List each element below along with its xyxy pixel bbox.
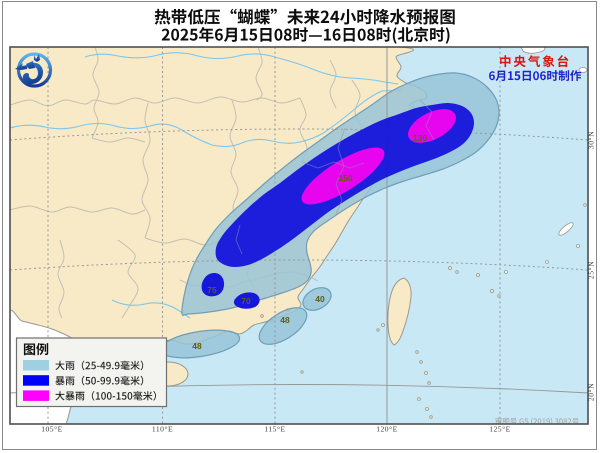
svg-text:48: 48 xyxy=(192,341,202,351)
svg-text:48: 48 xyxy=(280,315,290,325)
svg-text:70: 70 xyxy=(241,296,251,306)
svg-text:25°N: 25°N xyxy=(587,261,596,279)
svg-text:75: 75 xyxy=(207,285,217,295)
svg-text:20°N: 20°N xyxy=(587,383,596,401)
svg-text:130: 130 xyxy=(413,133,427,143)
svg-text:125°E: 125°E xyxy=(489,425,511,434)
svg-text:110°E: 110°E xyxy=(152,425,173,434)
svg-text:115°E: 115°E xyxy=(264,425,285,434)
svg-text:150: 150 xyxy=(338,173,352,183)
svg-text:105°E: 105°E xyxy=(41,425,63,434)
svg-text:120°E: 120°E xyxy=(376,425,398,434)
svg-text:30°N: 30°N xyxy=(587,131,596,149)
svg-text:40: 40 xyxy=(315,294,325,304)
